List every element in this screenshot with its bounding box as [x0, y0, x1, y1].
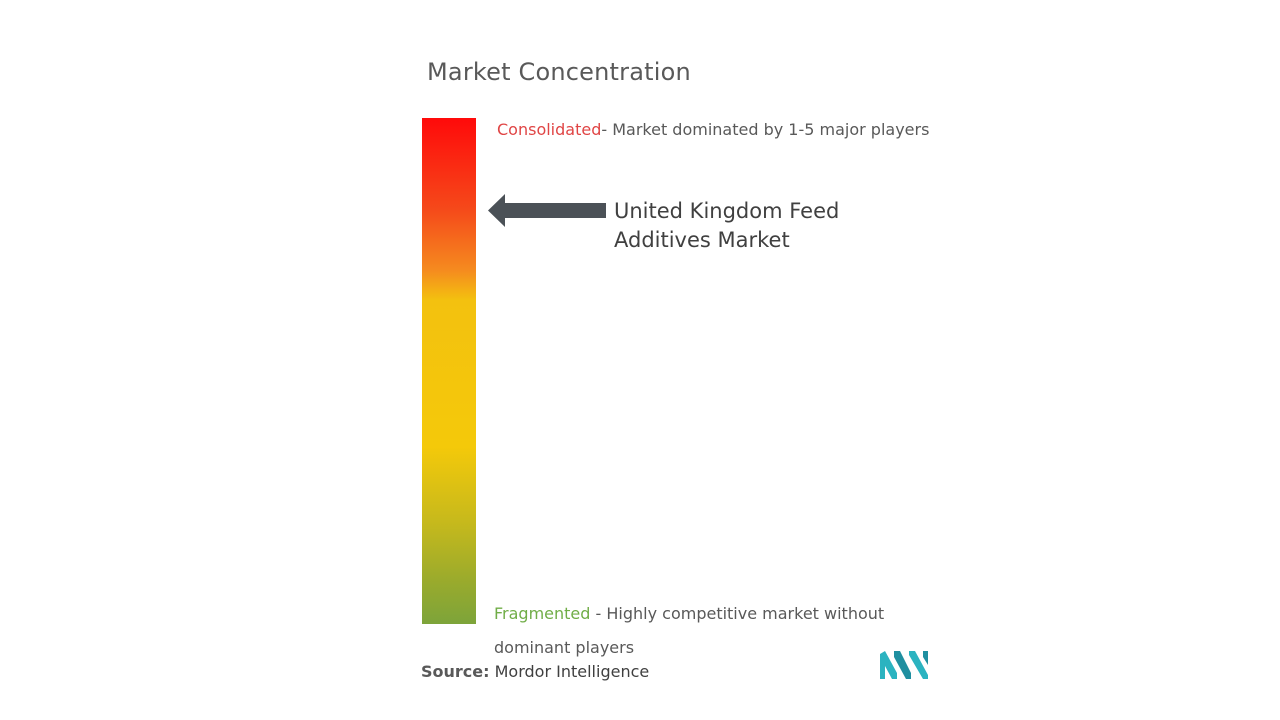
source-label: Source: [421, 662, 490, 681]
concentration-scale-bar [422, 118, 476, 624]
fragmented-description: - Highly competitive market without domi… [494, 604, 885, 657]
consolidated-description: - Market dominated by 1-5 major players [601, 120, 930, 139]
source-value: Mordor Intelligence [494, 662, 650, 681]
fragmented-label: Fragmented [494, 604, 591, 623]
consolidated-label: Consolidated [497, 120, 602, 139]
source-note: Source: Mordor Intelligence [421, 662, 649, 681]
mordor-intelligence-logo-icon [880, 651, 928, 679]
market-name: United Kingdom Feed Additives Market [614, 199, 840, 252]
fragmented-legend: Fragmented - Highly competitive market w… [494, 597, 934, 665]
page-title: Market Concentration [427, 58, 691, 86]
market-position-arrow-icon [488, 194, 606, 227]
consolidated-legend: Consolidated- Market dominated by 1-5 ma… [497, 120, 929, 139]
